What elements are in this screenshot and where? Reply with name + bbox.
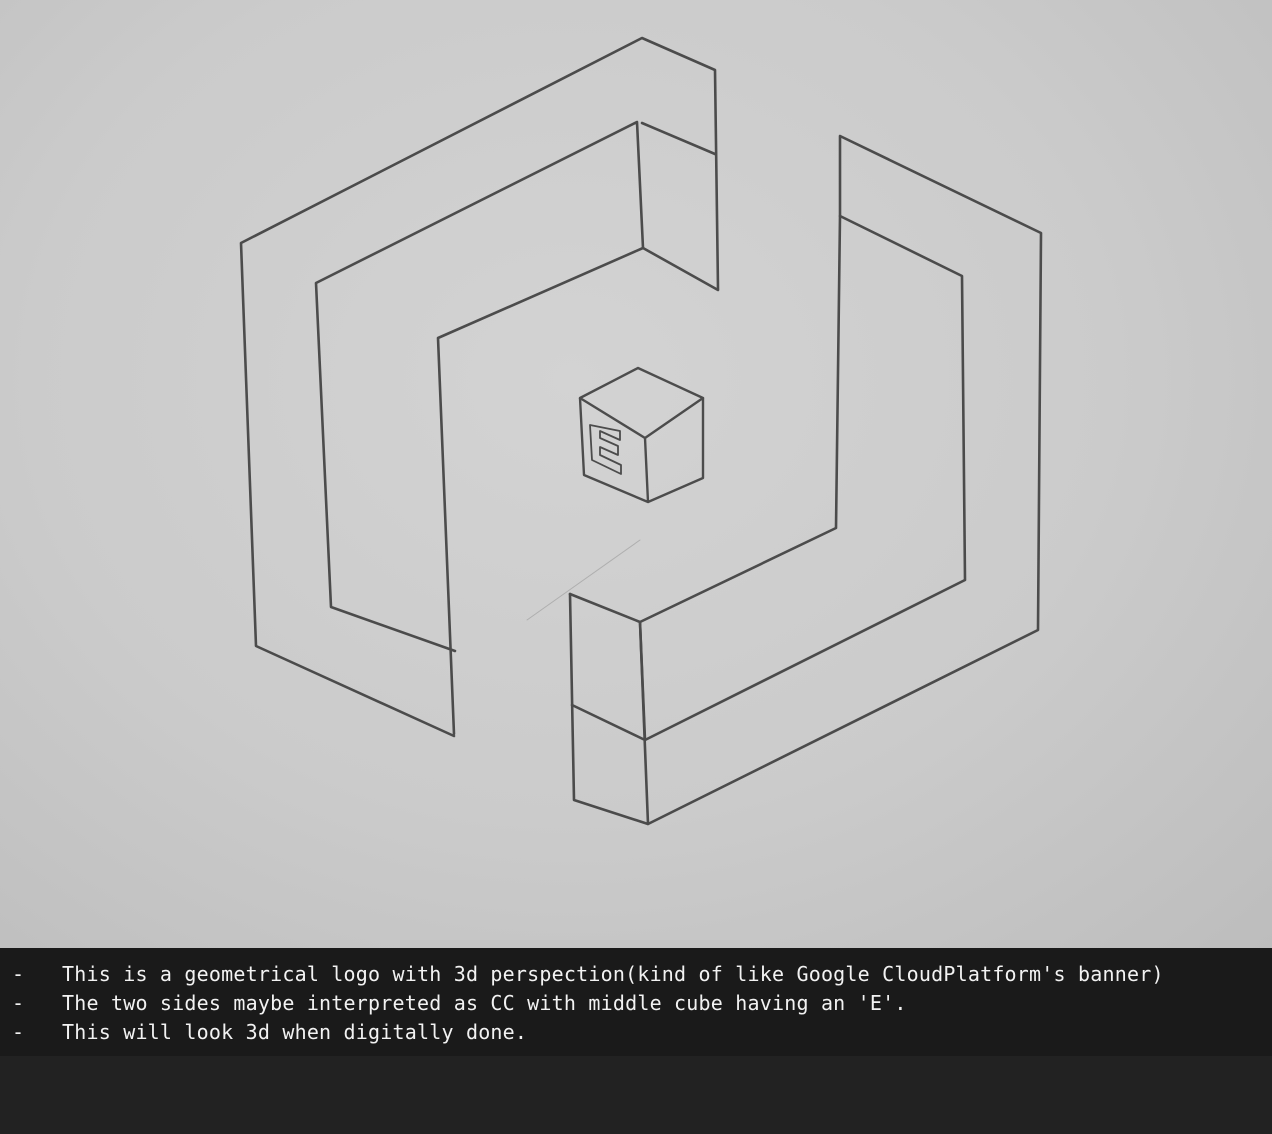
caption-bar: - This is a geometrical logo with 3d per… [0,948,1272,1056]
left-c-end-cap [640,121,720,292]
right-c-inner-outline [638,214,967,742]
caption-text: This will look 3d when digitally done. [62,1020,528,1044]
caption-line: - This will look 3d when digitally done. [0,1018,1272,1047]
right-c-end-cap [568,592,650,826]
sketch-photo [0,0,1272,948]
left-c-inner-outline [314,120,645,736]
cube-left-face [578,397,650,504]
caption-bullet: - [12,962,25,986]
cube-right-face [647,398,705,504]
caption-bullet: - [12,1020,25,1044]
left-c-outer-outline [239,36,720,738]
cube-letter-e-outline [589,424,622,475]
caption-text: This is a geometrical logo with 3d persp… [62,962,1164,986]
caption-bullet: - [12,991,25,1015]
caption-text: The two sides maybe interpreted as CC wi… [62,991,907,1015]
center-cube [578,366,705,504]
construction-line [526,539,641,621]
caption-line: - This is a geometrical logo with 3d per… [0,960,1272,989]
pencil-sketch-logo-icon [239,36,1043,826]
right-c-outer-outline [568,134,1043,826]
caption-line: - The two sides maybe interpreted as CC … [0,989,1272,1018]
